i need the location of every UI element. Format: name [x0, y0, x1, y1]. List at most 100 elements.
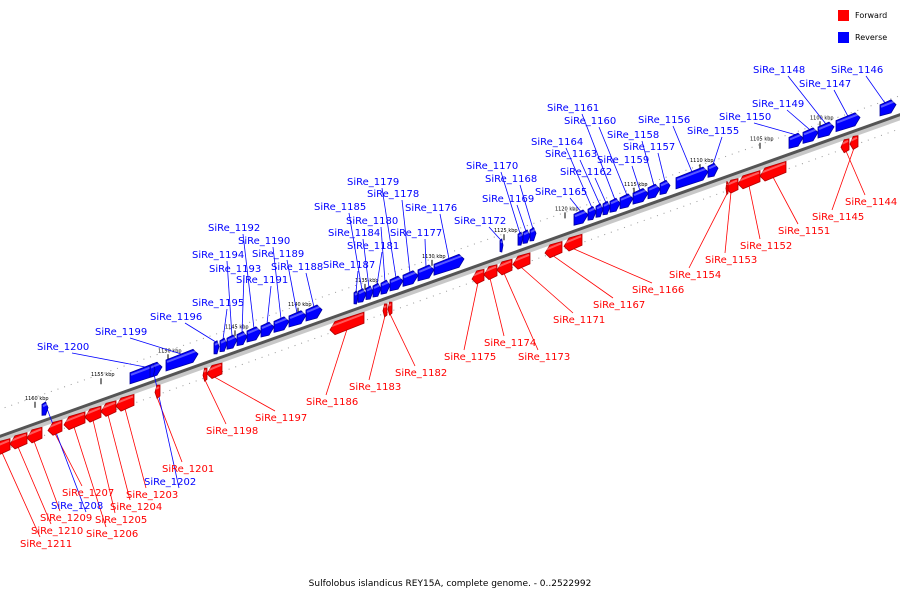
gene-label-sire-1159: SiRe_1159 — [597, 155, 649, 166]
leader-line — [305, 272, 315, 308]
gene-sire-1150 — [788, 132, 804, 149]
gene-sire-1156 — [675, 166, 709, 190]
gene-sire-1157 — [659, 179, 671, 195]
gene-label-sire-1146: SiRe_1146 — [831, 65, 883, 76]
gene-highlight — [214, 342, 219, 346]
gene-label-sire-1209: SiRe_1209 — [40, 513, 92, 524]
gene-sire-1172 — [499, 238, 504, 253]
gene-highlight — [116, 395, 134, 404]
leader-line — [520, 266, 574, 314]
legend-label-forward: Forward — [855, 11, 888, 20]
gene-label-sire-1191: SiRe_1191 — [236, 275, 288, 286]
gene-sire-1202 — [149, 362, 156, 378]
leader-line — [688, 193, 728, 269]
leader-line — [156, 397, 183, 463]
leader-line — [581, 113, 616, 200]
leader-line — [565, 147, 593, 208]
gene-sire-1184 — [365, 285, 374, 300]
gene-sire-1186 — [329, 311, 365, 336]
gene-sire-1147 — [835, 112, 861, 133]
leader-line — [1, 452, 41, 538]
gene-sire-1154 — [725, 180, 729, 196]
leader-line — [17, 446, 52, 525]
gene-highlight — [27, 428, 42, 436]
gene-label-sire-1144: SiRe_1144 — [845, 197, 897, 208]
gene-label-sire-1147: SiRe_1147 — [799, 79, 851, 90]
gene-highlight — [603, 202, 610, 207]
reverse-swatch-icon — [838, 32, 849, 43]
gene-label-sire-1189: SiRe_1189 — [252, 249, 304, 260]
gene-highlight — [48, 421, 62, 429]
leader-line — [500, 171, 521, 234]
leader-line — [107, 414, 131, 501]
leader-line — [376, 251, 383, 285]
legend: Forward Reverse — [838, 9, 887, 53]
gene-sire-1193 — [236, 330, 248, 347]
gene-highlight — [633, 188, 648, 197]
legend-item-forward: Forward — [838, 9, 887, 22]
gene-sire-1190 — [273, 316, 290, 333]
leader-line — [389, 313, 416, 367]
gene-sire-1189 — [288, 310, 307, 328]
gene-sire-1177 — [417, 264, 435, 282]
gene-sire-1166 — [563, 233, 583, 252]
gene-highlight — [574, 210, 588, 218]
leader-line — [124, 408, 147, 489]
gene-label-sire-1185: SiRe_1185 — [314, 202, 366, 213]
gene-highlight — [390, 276, 403, 283]
gene-sire-1148 — [817, 121, 835, 139]
gene-sire-1198 — [202, 367, 208, 382]
leader-line — [401, 199, 411, 273]
leader-line — [598, 126, 628, 196]
leader-line — [222, 308, 228, 340]
gene-sire-1182 — [387, 301, 393, 316]
gene-label-sire-1208: SiRe_1208 — [51, 501, 103, 512]
gene-labels: SiRe_1144 SiRe_1145 SiRe_1146 SiRe_1147 SiRe… — [20, 65, 897, 550]
gene-sire-1173 — [496, 258, 513, 276]
gene-highlight — [388, 303, 392, 307]
gene-label-sire-1162: SiRe_1162 — [560, 167, 612, 178]
gene-highlight — [381, 281, 390, 287]
leader-line — [787, 75, 827, 125]
gene-highlight — [403, 271, 418, 279]
leader-line — [672, 125, 693, 173]
gene-sire-1204 — [100, 400, 117, 417]
scale-tick-label: 1110 kbp — [690, 158, 714, 164]
gene-highlight — [620, 194, 633, 201]
gene-label-sire-1149: SiRe_1149 — [752, 99, 804, 110]
leader-line — [516, 204, 527, 232]
gene-sire-1165 — [573, 209, 589, 226]
gene-sire-1145 — [849, 135, 859, 150]
gene-sire-1210 — [9, 432, 28, 450]
scale-tick-label: 1145 kbp — [225, 324, 249, 330]
gene-sire-1205 — [84, 405, 102, 423]
gene-sire-1152 — [737, 170, 761, 190]
gene-sire-1163 — [595, 203, 604, 218]
gene-label-sire-1195: SiRe_1195 — [192, 298, 244, 309]
gene-sire-1203 — [115, 393, 135, 412]
gene-label-sire-1186: SiRe_1186 — [306, 397, 358, 408]
gene-highlight — [261, 322, 274, 329]
leader-line — [489, 278, 505, 337]
gene-highlight — [166, 349, 198, 363]
scale-tick-label: 1105 kbp — [750, 137, 774, 143]
gene-highlight — [434, 254, 464, 268]
leader-line — [724, 192, 732, 254]
gene-label-sire-1203: SiRe_1203 — [126, 490, 178, 501]
label-leaders — [1, 75, 886, 538]
gene-label-sire-1161: SiRe_1161 — [547, 103, 599, 114]
gene-highlight — [472, 270, 484, 277]
leader-line — [129, 337, 183, 355]
gene-highlight — [10, 433, 27, 442]
leader-line — [44, 403, 87, 513]
gene-sire-1196 — [213, 340, 220, 355]
leader-line — [503, 273, 539, 351]
leader-line — [204, 379, 227, 425]
gene-highlight — [513, 253, 530, 262]
gene-sire-1161 — [609, 197, 621, 213]
gene-sire-1176 — [433, 253, 465, 276]
gene-label-sire-1154: SiRe_1154 — [669, 270, 721, 281]
gene-label-sire-1148: SiRe_1148 — [753, 65, 805, 76]
gene-sire-1197 — [206, 362, 223, 379]
